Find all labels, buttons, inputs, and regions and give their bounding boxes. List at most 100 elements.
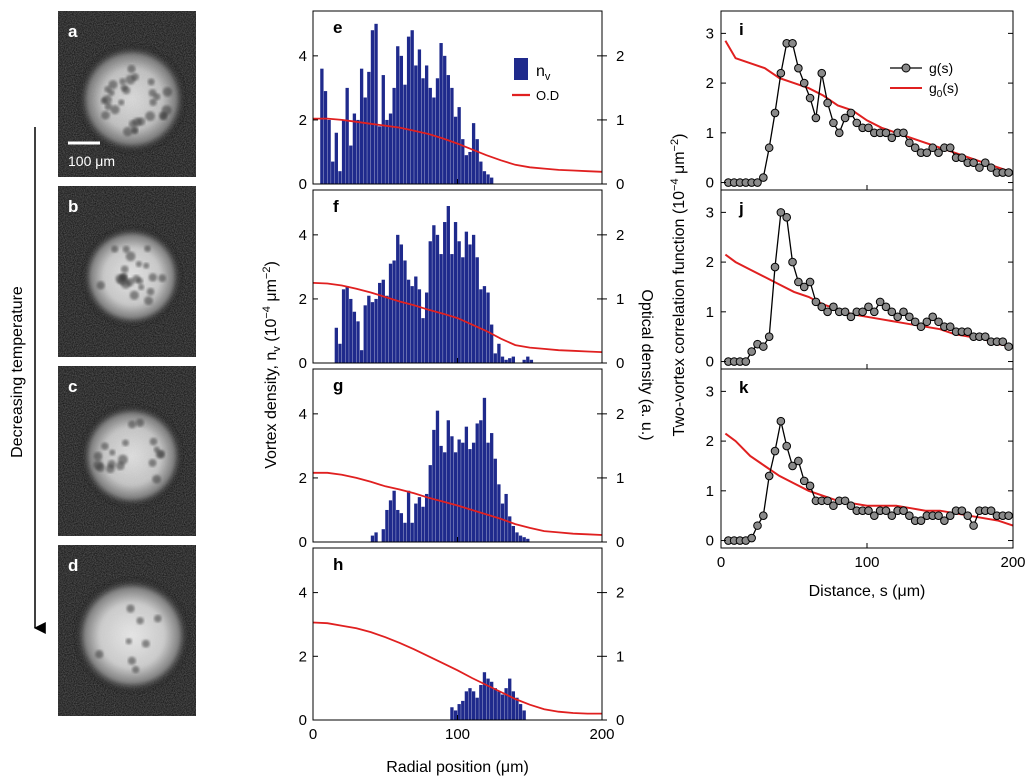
ylabel-part: ) xyxy=(263,261,280,266)
vortex-density-bar xyxy=(381,279,385,363)
vortex-spot xyxy=(108,80,118,90)
g-point xyxy=(922,148,932,158)
image-panel-label: a xyxy=(68,22,78,41)
vortex-density-bar xyxy=(320,68,324,184)
y-tick-label: 0 xyxy=(706,533,714,550)
right-tick-label: 1 xyxy=(616,112,624,129)
vortex-spot xyxy=(132,117,142,127)
vortex-spot xyxy=(93,451,103,461)
x-tick-label: 0 xyxy=(309,726,317,743)
vortex-density-bar xyxy=(450,254,454,363)
left-y-axis-label: Vortex density, nv (10−4 μm−2) xyxy=(261,261,283,469)
vortex-density-bar xyxy=(482,672,487,720)
g-point xyxy=(881,506,891,516)
vortex-density-bar xyxy=(461,442,465,542)
vortex-density-bar xyxy=(471,691,476,720)
vortex-density-bar xyxy=(374,23,378,184)
g-point xyxy=(805,481,815,491)
x-tick-label: 100 xyxy=(445,726,470,743)
vortex-spot xyxy=(144,245,151,252)
vortex-density-bar xyxy=(443,55,447,184)
y-tick-label: 1 xyxy=(706,304,714,321)
left-tick-label: 4 xyxy=(299,227,307,244)
vortex-spot xyxy=(120,265,129,274)
vortex-density-bar xyxy=(453,710,458,720)
g-point xyxy=(1004,511,1013,520)
vortex-spot xyxy=(154,614,162,623)
g-point xyxy=(928,143,938,153)
vortex-density-bar xyxy=(414,503,418,542)
g-point xyxy=(957,506,967,516)
g-point xyxy=(963,511,973,520)
vortex-density-bar xyxy=(392,490,396,542)
image-panel-label: c xyxy=(68,377,77,396)
right-tick-label: 2 xyxy=(616,585,624,602)
g-point xyxy=(805,277,815,287)
vortex-density-bar xyxy=(479,684,483,720)
g-point xyxy=(905,138,914,148)
ylabel-sup: −2 xyxy=(261,267,273,280)
vortex-density-bar xyxy=(421,506,425,542)
left-tick-label: 0 xyxy=(299,534,307,551)
optical-density-line xyxy=(312,282,603,353)
y-tick-label: 3 xyxy=(706,25,714,42)
g-point xyxy=(980,158,990,167)
vortex-density-bar xyxy=(464,426,469,542)
vortex-density-bar xyxy=(482,397,487,542)
vortex-density-bar xyxy=(403,522,407,542)
vortex-density-bar xyxy=(508,516,512,542)
y-tick-label: 0 xyxy=(706,175,714,192)
vortex-density-bar xyxy=(490,433,494,542)
vortex-spot xyxy=(128,420,137,429)
vortex-spot xyxy=(135,260,142,268)
vortex-density-bar xyxy=(356,321,360,363)
image-panel-label: d xyxy=(68,556,78,575)
vortex-density-bar xyxy=(388,113,393,184)
vortex-density-bar xyxy=(497,484,501,542)
vortex-density-bar xyxy=(468,688,472,720)
vortex-density-bar xyxy=(450,87,454,184)
g-point xyxy=(759,173,768,182)
vortex-density-bar xyxy=(461,700,465,720)
vortex-density-bar xyxy=(511,691,515,720)
g-point xyxy=(910,317,920,327)
vortex-density-bar xyxy=(450,436,454,542)
g-point xyxy=(899,307,908,317)
g-point xyxy=(770,108,780,118)
vortex-spot xyxy=(110,105,120,115)
g-point xyxy=(753,521,762,530)
vortex-density-bar xyxy=(385,295,389,363)
vortex-density-bar xyxy=(367,295,371,363)
vortex-spot xyxy=(95,650,104,659)
g-point xyxy=(823,496,832,506)
right-tick-label: 0 xyxy=(616,176,624,193)
vortex-spot xyxy=(104,103,112,111)
g-point xyxy=(945,143,955,153)
vortex-density-bar xyxy=(468,151,472,184)
vortex-density-bar xyxy=(424,493,429,542)
g-point xyxy=(864,506,873,516)
correlation-panel-i: 0 1 2 3 i g(s) g0(s) xyxy=(706,10,1014,192)
vortex-density-bar xyxy=(421,318,425,363)
left-tick-label: 4 xyxy=(299,585,307,602)
plot-frame xyxy=(720,368,1014,549)
vortex-density-bar xyxy=(504,493,508,542)
g-point xyxy=(805,93,815,103)
legend-g0-tail: (s) xyxy=(942,80,958,96)
vortex-density-bar xyxy=(392,87,396,184)
vortex-density-bar xyxy=(464,155,469,184)
vortex-spot xyxy=(102,94,112,105)
image-panel-a: a 100 μm xyxy=(58,11,196,177)
vortex-density-bar xyxy=(435,234,440,363)
g-point xyxy=(858,307,867,317)
vortex-spot xyxy=(147,78,155,86)
g-point xyxy=(817,68,827,78)
temperature-arrow: Decreasing temperature xyxy=(9,127,46,634)
vortex-density-bar xyxy=(356,119,360,184)
vortex-density-bar xyxy=(493,353,497,363)
vortex-density-bar xyxy=(432,225,436,363)
g-point xyxy=(910,143,920,153)
vortex-spot xyxy=(160,112,168,120)
vortex-density-bar xyxy=(385,509,389,542)
right-tick-label: 0 xyxy=(616,534,624,551)
